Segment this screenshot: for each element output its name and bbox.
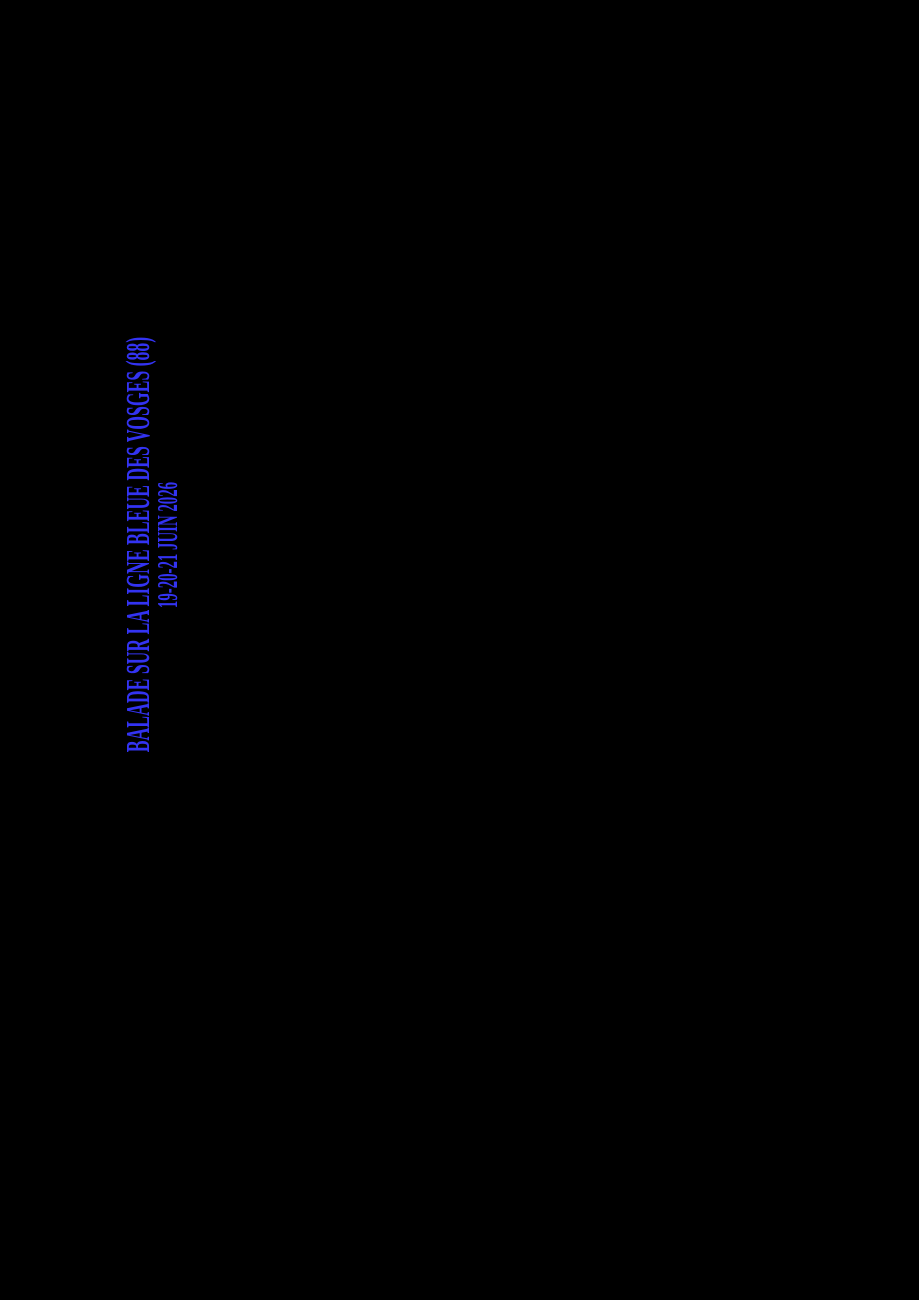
event-date: 19-20-21 JUIN 2026 <box>153 481 184 609</box>
event-title: BALADE SUR LA LIGNE BLEUE DES VOSGES (88… <box>120 337 157 753</box>
rotated-title-block: BALADE SUR LA LIGNE BLEUE DES VOSGES (88… <box>120 285 184 805</box>
